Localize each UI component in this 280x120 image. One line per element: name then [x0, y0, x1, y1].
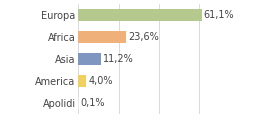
Bar — [78, 75, 87, 87]
Text: 23,6%: 23,6% — [128, 32, 159, 42]
Bar — [78, 53, 101, 65]
Text: 0,1%: 0,1% — [81, 98, 105, 108]
Bar — [78, 31, 126, 43]
Bar — [78, 9, 202, 21]
Text: 11,2%: 11,2% — [103, 54, 134, 64]
Text: 61,1%: 61,1% — [204, 10, 234, 20]
Text: 4,0%: 4,0% — [88, 76, 113, 86]
